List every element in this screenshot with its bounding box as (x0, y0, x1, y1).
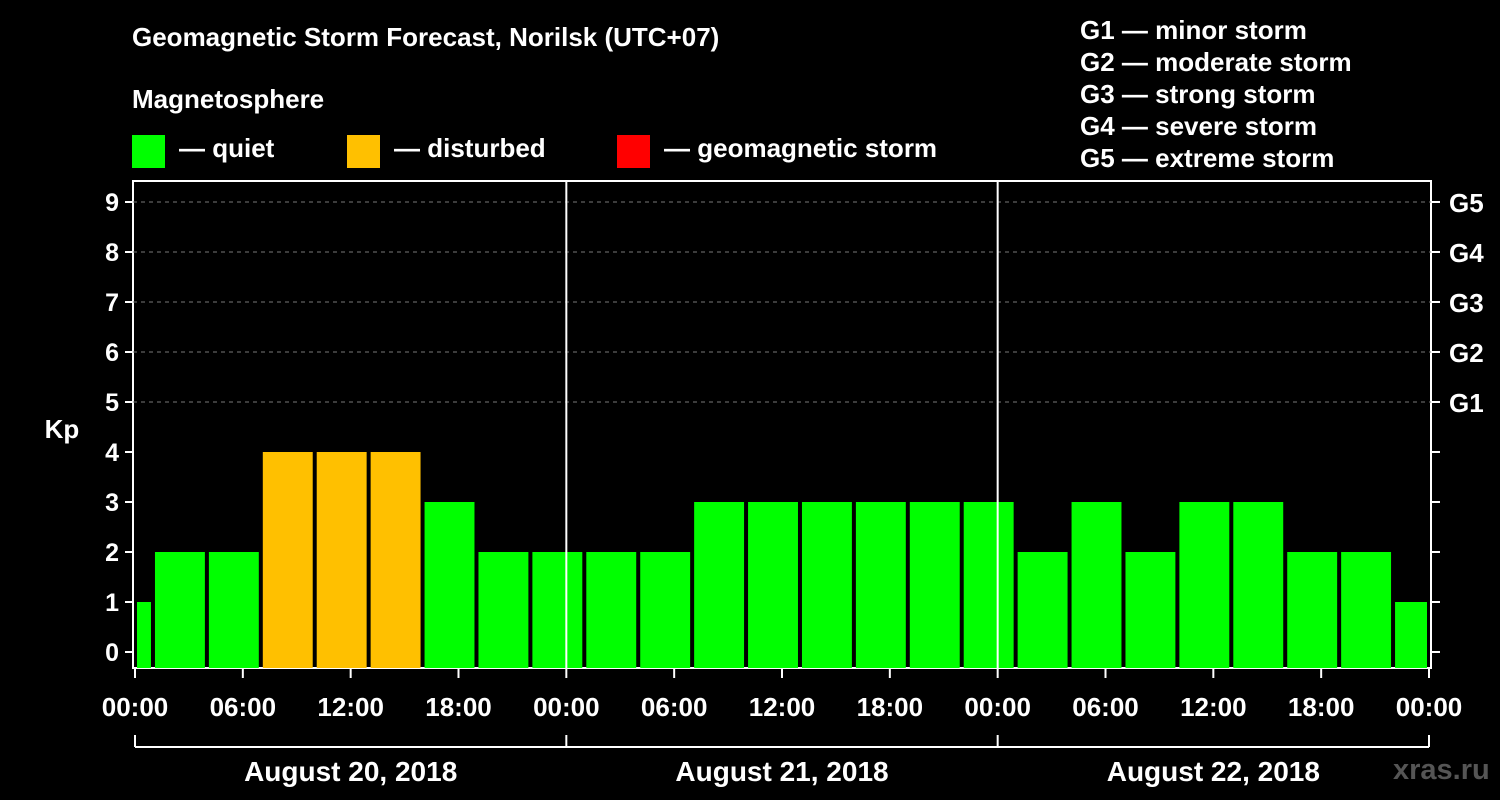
x-tick-label: 00:00 (964, 692, 1031, 722)
day-label: August 20, 2018 (244, 756, 457, 787)
legend-label-storm: — geomagnetic storm (664, 133, 938, 163)
kp-bar (424, 502, 475, 668)
kp-bar (1017, 552, 1068, 668)
y-axis-title: Kp (45, 414, 80, 444)
chart-title: Geomagnetic Storm Forecast, Norilsk (UTC… (132, 22, 720, 52)
y-tick-label: 0 (105, 639, 119, 667)
g-level-label: G1 (1449, 388, 1484, 418)
g-scale-item: G5 — extreme storm (1080, 143, 1335, 173)
kp-bar (1287, 552, 1338, 668)
chart-subtitle: Magnetosphere (132, 84, 325, 114)
kp-bar (1341, 552, 1392, 668)
kp-bar (586, 552, 637, 668)
x-tick-label: 00:00 (533, 692, 600, 722)
x-tick-label: 00:00 (102, 692, 169, 722)
y-tick-label: 2 (105, 539, 119, 567)
x-tick-label: 00:00 (1396, 692, 1463, 722)
watermark: xras.ru (1393, 754, 1490, 786)
g-level-label: G3 (1449, 288, 1484, 318)
x-tick-label: 18:00 (857, 692, 924, 722)
day-label: August 21, 2018 (675, 756, 888, 787)
kp-bar (640, 552, 691, 668)
x-tick-label: 12:00 (749, 692, 816, 722)
kp-bar (478, 552, 529, 668)
kp-bar (909, 502, 960, 668)
x-tick-label: 06:00 (641, 692, 708, 722)
kp-bar (963, 502, 1014, 668)
kp-bar (694, 502, 745, 668)
y-tick-label: 9 (105, 189, 119, 217)
g-scale-item: G2 — moderate storm (1080, 47, 1352, 77)
x-tick-label: 12:00 (1180, 692, 1247, 722)
g-level-label: G2 (1449, 338, 1484, 368)
y-tick-label: 4 (105, 439, 119, 467)
x-tick-label: 18:00 (425, 692, 492, 722)
day-label: August 22, 2018 (1107, 756, 1320, 787)
g-level-label: G5 (1449, 188, 1484, 218)
g-scale-item: G4 — severe storm (1080, 111, 1318, 141)
y-tick-label: 8 (105, 239, 119, 267)
kp-bar (1179, 502, 1230, 668)
kp-bar (208, 552, 259, 668)
g-scale-legend: G1 — minor storm G2 — moderate storm G3 … (1080, 14, 1352, 174)
legend-swatch-storm (617, 135, 650, 168)
kp-bar (370, 452, 421, 668)
y-tick-label: 1 (105, 589, 119, 617)
kp-bar (1233, 502, 1284, 668)
kp-bar (1071, 502, 1122, 668)
kp-bar (1395, 602, 1427, 668)
legend-swatch-quiet (132, 135, 165, 168)
y-tick-label: 7 (105, 289, 119, 317)
y-tick-label: 6 (105, 339, 119, 367)
y-tick-label: 3 (105, 489, 119, 517)
legend-swatch-disturbed (347, 135, 380, 168)
y-tick-label: 5 (105, 389, 119, 417)
legend-label-disturbed: — disturbed (394, 133, 546, 163)
kp-bar (532, 552, 583, 668)
x-tick-label: 18:00 (1288, 692, 1355, 722)
kp-bar (855, 502, 906, 668)
kp-bar (316, 452, 367, 668)
x-tick-label: 06:00 (210, 692, 277, 722)
kp-bar (137, 602, 151, 668)
kp-bar (154, 552, 205, 668)
legend-label-quiet: — quiet (179, 133, 275, 163)
g-scale-item: G3 — strong storm (1080, 79, 1316, 109)
g-level-label: G4 (1449, 238, 1484, 268)
x-tick-label: 12:00 (317, 692, 384, 722)
g-scale-item: G1 — minor storm (1080, 15, 1307, 45)
kp-bar (748, 502, 798, 668)
x-tick-label: 06:00 (1072, 692, 1139, 722)
kp-bar (801, 502, 852, 668)
kp-bar (262, 452, 313, 668)
kp-bar (1125, 552, 1176, 668)
